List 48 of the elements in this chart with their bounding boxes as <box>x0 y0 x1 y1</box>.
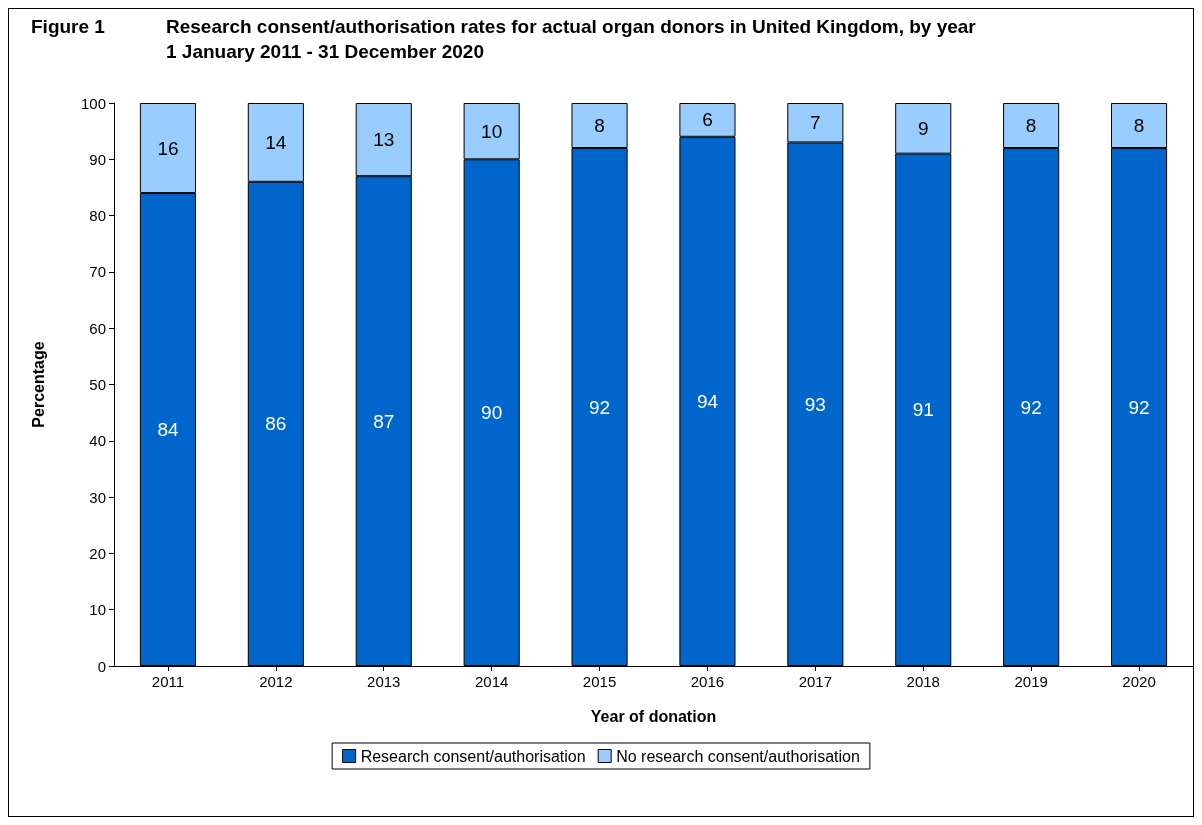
data-label: 9 <box>917 117 929 139</box>
data-label: 8 <box>1025 115 1037 137</box>
y-tick-label: 100 <box>80 94 106 112</box>
data-label: 6 <box>702 109 713 131</box>
y-tick-label: 20 <box>89 544 106 562</box>
x-tick-label: 2012 <box>259 673 293 690</box>
data-label: 92 <box>1128 396 1150 418</box>
chart-subtitle: 1 January 2011 - 31 December 2020 <box>166 41 484 62</box>
x-tick-label: 2018 <box>906 673 940 690</box>
y-tick-label: 70 <box>89 263 106 281</box>
data-label: 8 <box>1133 115 1145 137</box>
legend-label: Research consent/authorisation <box>360 747 586 765</box>
data-label: 92 <box>588 396 611 418</box>
caption: Figure 1 <box>31 16 106 37</box>
data-label: 8 <box>594 115 605 137</box>
y-tick-label: 90 <box>89 150 106 168</box>
x-tick-label: 2014 <box>474 673 509 690</box>
data-label: 93 <box>804 393 826 415</box>
y-tick-label: 80 <box>89 207 106 225</box>
x-tick-label: 2016 <box>690 673 725 690</box>
chart-title: Research consent/authorisation rates for actual organ donors in United Kingdom, by year <box>166 16 977 37</box>
data-label: 7 <box>810 112 821 134</box>
data-label: 14 <box>265 131 287 153</box>
y-tick-label: 60 <box>89 319 106 337</box>
x-tick-label: 2020 <box>1122 673 1156 690</box>
data-label: 13 <box>373 129 395 151</box>
y-tick-label: 30 <box>89 488 106 506</box>
x-tick-label: 2015 <box>582 673 617 690</box>
data-label: 87 <box>373 410 395 432</box>
y-tick-label: 10 <box>89 601 106 619</box>
x-tick-label: 2011 <box>151 673 185 690</box>
x-tick-label: 2017 <box>798 673 833 690</box>
y-tick-label: 0 <box>97 657 106 675</box>
data-label: 10 <box>481 120 503 142</box>
y-tick-label: 40 <box>89 432 106 450</box>
x-tick-label: 2019 <box>1014 673 1048 690</box>
data-label: 94 <box>696 390 719 412</box>
x-axis-title: Year of donation <box>590 707 717 725</box>
data-label: 91 <box>912 399 934 421</box>
data-label: 16 <box>157 137 179 159</box>
data-label: 84 <box>157 419 179 441</box>
data-label: 86 <box>265 413 287 435</box>
legend-label: No research consent/authorisation <box>616 747 860 765</box>
data-label: 92 <box>1020 396 1042 418</box>
y-tick-label: 50 <box>89 376 106 393</box>
data-label: 90 <box>481 402 503 424</box>
y-axis-title: Percentage <box>29 341 47 428</box>
x-tick-label: 2013 <box>367 673 401 690</box>
